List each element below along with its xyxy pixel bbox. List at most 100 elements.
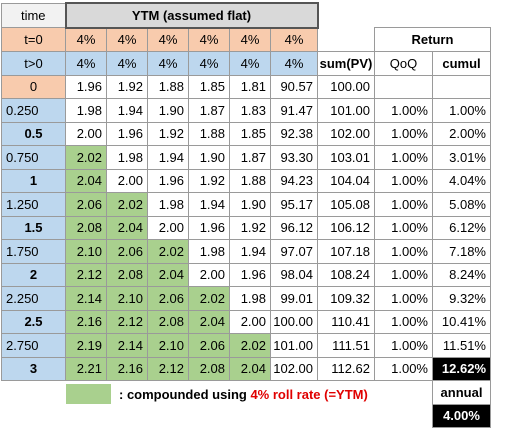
time-cell: 1.5 — [1, 215, 66, 240]
time-cell: 0.750 — [1, 145, 66, 170]
t0-rate-cell: 4% — [147, 27, 189, 52]
pv-cell: 2.14 — [106, 333, 148, 358]
sum-pv-cell: 108.24 — [317, 262, 375, 287]
pv-cell: 1.96 — [106, 121, 148, 146]
tpos-rate-cell: 4% — [270, 51, 318, 76]
pv-cell: 102.00 — [270, 356, 318, 381]
pv-cell: 2.02 — [147, 239, 189, 264]
pv-cell: 1.81 — [229, 74, 271, 99]
qoq-cell: 1.00% — [374, 262, 433, 287]
pv-cell: 2.04 — [188, 309, 230, 334]
qoq-cell: 1.00% — [374, 309, 433, 334]
qoq-cell: 1.00% — [374, 192, 433, 217]
sum-pv-cell: 112.62 — [317, 356, 375, 381]
pv-cell: 2.10 — [106, 286, 148, 311]
blank-cell — [106, 380, 148, 404]
sum-pv-cell: 103.01 — [317, 145, 375, 170]
tpos-rate-cell: 4% — [188, 51, 230, 76]
sum-pv-cell: 105.08 — [317, 192, 375, 217]
pv-cell: 93.30 — [270, 145, 318, 170]
tpos-rate-cell: 4% — [65, 51, 107, 76]
table-row: 1.750 2.10 2.06 2.02 1.98 1.94 97.07 107.18 1.00… — [1, 239, 491, 264]
pv-cell: 96.12 — [270, 215, 318, 240]
table-row: 1.5 2.08 2.04 2.00 1.96 1.92 96.12 106.12 1.00% 6… — [1, 215, 491, 240]
pv-cell: 1.96 — [229, 262, 271, 287]
pv-cell: 90.57 — [270, 74, 318, 99]
pv-cell: 1.94 — [147, 145, 189, 170]
cumul-cell — [432, 74, 491, 99]
ytm-title: YTM (assumed flat) — [64, 2, 319, 29]
cumul-cell: 3.01% — [432, 145, 491, 170]
table-row: 3 2.21 2.16 2.12 2.08 2.04 102.00 112.62 1.00% 12… — [1, 356, 491, 381]
qoq-cell: 1.00% — [374, 215, 433, 240]
tpos-rate-cell: 4% — [147, 51, 189, 76]
time-cell: 1.750 — [1, 239, 66, 264]
pv-cell: 98.04 — [270, 262, 318, 287]
blank-cell — [188, 380, 230, 404]
cumul-cell: 10.41% — [432, 309, 491, 334]
legend-highlight: 4% roll rate (=YTM) — [250, 386, 368, 402]
pv-cell: 2.12 — [147, 356, 189, 381]
sum-pv-header: sum(PV) — [317, 51, 375, 76]
pv-cell: 99.01 — [270, 286, 318, 311]
pv-cell: 2.04 — [147, 262, 189, 287]
blank-cell — [229, 380, 271, 404]
blank-cell — [317, 3, 491, 28]
pv-cell: 1.92 — [106, 74, 148, 99]
pv-cell: 2.00 — [188, 262, 230, 287]
pv-cell: 1.94 — [106, 98, 148, 123]
time-cell: 0.5 — [1, 121, 66, 146]
sum-pv-cell: 101.00 — [317, 98, 375, 123]
pv-cell: 100.00 — [270, 309, 318, 334]
pv-cell: 2.06 — [65, 192, 107, 217]
t0-rate-cell: 4% — [65, 27, 107, 52]
sum-pv-cell: 109.32 — [317, 286, 375, 311]
pv-cell: 1.87 — [188, 98, 230, 123]
cumul-cell: 4.04% — [432, 168, 491, 193]
time-cell: 2 — [1, 262, 66, 287]
legend-text: : compounded using 4% roll rate (=YTM) — [119, 387, 368, 402]
blank-cell — [270, 404, 318, 428]
sum-pv-cell: 102.00 — [317, 121, 375, 146]
blank-cell — [1, 404, 66, 428]
pv-cell: 1.92 — [188, 168, 230, 193]
time-cell: 0 — [1, 74, 66, 99]
time-cell: 2.5 — [1, 309, 66, 334]
t0-rate-cell: 4% — [188, 27, 230, 52]
pv-cell: 2.10 — [65, 239, 107, 264]
pv-cell: 2.00 — [106, 168, 148, 193]
blank-cell — [317, 404, 375, 428]
legend-prefix: : compounded using — [119, 386, 251, 402]
cumul-cell: 12.62% — [432, 356, 491, 381]
pv-cell: 1.92 — [229, 215, 271, 240]
sum-pv-cell: 104.04 — [317, 168, 375, 193]
table-row: 0.750 2.02 1.98 1.94 1.90 1.87 93.30 103.01 1.00… — [1, 145, 491, 170]
pv-cell: 2.02 — [229, 333, 271, 358]
sum-pv-cell: 110.41 — [317, 309, 375, 334]
pv-cell: 2.02 — [188, 286, 230, 311]
pv-cell: 2.00 — [147, 215, 189, 240]
sum-pv-cell: 111.51 — [317, 333, 375, 358]
pv-cell: 94.23 — [270, 168, 318, 193]
tpos-rate-cell: 4% — [106, 51, 148, 76]
time-cell: 0.250 — [1, 98, 66, 123]
pv-cell: 2.02 — [65, 145, 107, 170]
pv-cell: 1.98 — [147, 192, 189, 217]
t0-label: t=0 — [1, 27, 66, 52]
cumul-cell: 2.00% — [432, 121, 491, 146]
qoq-cell: 1.00% — [374, 121, 433, 146]
pv-cell: 2.06 — [106, 239, 148, 264]
cumul-cell: 1.00% — [432, 98, 491, 123]
pv-cell: 2.14 — [65, 286, 107, 311]
t0-rate-cell: 4% — [229, 27, 271, 52]
pv-cell: 1.88 — [188, 121, 230, 146]
pv-cell: 2.12 — [106, 309, 148, 334]
pv-cell: 1.88 — [147, 74, 189, 99]
time-header: time — [1, 2, 66, 28]
pv-cell: 1.87 — [229, 145, 271, 170]
blank-cell — [65, 404, 107, 428]
pv-cell: 2.12 — [65, 262, 107, 287]
annual-label: annual — [432, 380, 491, 405]
pv-cell: 1.94 — [229, 239, 271, 264]
pv-cell: 2.04 — [106, 215, 148, 240]
